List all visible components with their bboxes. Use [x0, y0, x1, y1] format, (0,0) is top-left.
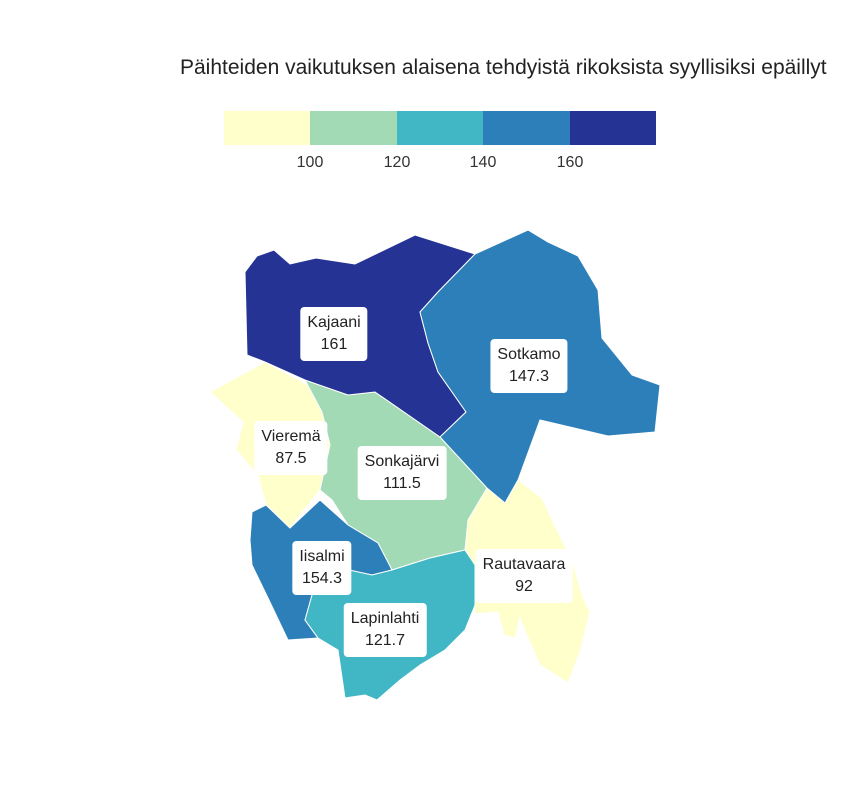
legend-swatch-1	[224, 111, 311, 145]
region-value: 154.3	[301, 570, 343, 587]
label-sonkajarvi: Sonkajärvi 111.5	[357, 446, 447, 500]
region-name: Lapinlahti	[350, 610, 420, 627]
label-rautavaara: Rautavaara 92	[475, 549, 573, 603]
region-name: Sotkamo	[497, 346, 561, 363]
map-title: Päihteiden vaikutuksen alaisena tehdyist…	[180, 56, 827, 79]
legend-tick-160: 160	[556, 154, 584, 171]
legend-swatch-2	[310, 111, 397, 145]
label-lapinlahti: Lapinlahti 121.7	[343, 603, 427, 657]
region-value: 121.7	[364, 632, 406, 649]
region-name: Kajaani	[307, 314, 361, 331]
region-name: Sonkajärvi	[364, 453, 440, 470]
legend-tick-140: 140	[469, 154, 497, 171]
label-vierema: Vieremä 87.5	[254, 421, 328, 475]
region-value: 87.5	[275, 450, 307, 467]
region-name: Vieremä	[261, 428, 321, 445]
label-iisalmi: Iisalmi 154.3	[292, 541, 352, 595]
color-legend	[224, 111, 657, 145]
region-name: Rautavaara	[482, 556, 566, 573]
label-sotkamo: Sotkamo 147.3	[490, 339, 568, 393]
label-kajaani: Kajaani 161	[300, 307, 368, 361]
region-value: 111.5	[383, 475, 421, 492]
legend-tick-100: 100	[296, 154, 324, 171]
legend-tick-120: 120	[383, 154, 411, 171]
region-value: 147.3	[508, 368, 550, 385]
region-value: 161	[320, 336, 348, 353]
legend-swatch-5	[569, 111, 657, 145]
region-value: 92	[515, 578, 533, 595]
legend-swatch-3	[396, 111, 484, 145]
legend-swatch-4	[483, 111, 570, 145]
region-name: Iisalmi	[299, 548, 345, 565]
